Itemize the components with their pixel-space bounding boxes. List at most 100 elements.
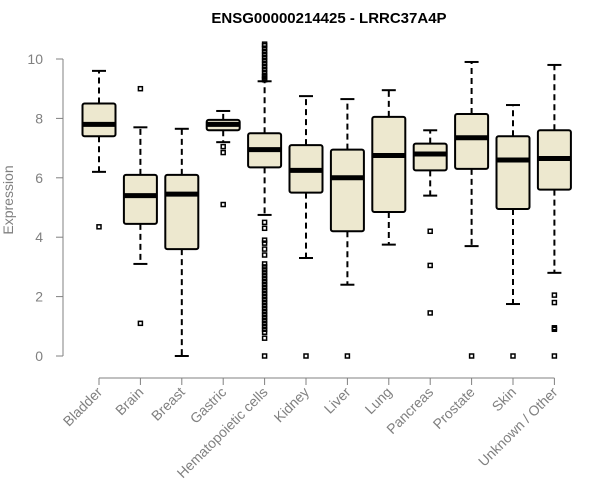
outlier-point: [137, 85, 144, 92]
outlier-point: [261, 287, 268, 294]
x-tick-label: Bladder: [60, 384, 106, 430]
box-group: [495, 104, 531, 359]
box-group: [247, 41, 283, 359]
outlier-point: [551, 353, 558, 359]
outlier-point: [261, 267, 268, 273]
outlier-point: [551, 299, 558, 306]
outlier-point: [261, 273, 268, 279]
outlier-point: [137, 320, 144, 327]
iqr-box: [412, 142, 448, 172]
y-tick-label: 2: [35, 289, 43, 305]
outlier-point: [261, 63, 268, 70]
outlier-point: [261, 284, 268, 291]
outlier-point: [261, 293, 268, 300]
outlier-point: [344, 353, 351, 359]
outlier-point: [551, 326, 558, 333]
outlier-point: [261, 252, 268, 258]
outlier-point: [261, 314, 268, 321]
outlier-point: [261, 317, 268, 324]
x-tick-label: Liver: [321, 384, 354, 417]
x-tick-label: Prostate: [430, 384, 478, 432]
box-group: [329, 98, 365, 359]
box-group: [122, 85, 158, 327]
outlier-point: [261, 48, 268, 55]
outlier-point: [261, 270, 268, 276]
x-tick-label: Kidney: [271, 384, 313, 426]
outlier-point: [261, 246, 268, 252]
outlier-point: [261, 45, 268, 52]
outlier-point: [261, 264, 268, 270]
box-group: [81, 69, 117, 230]
iqr-box: [371, 115, 407, 213]
iqr-box: [164, 173, 200, 251]
iqr-box: [122, 173, 158, 225]
outlier-point: [427, 310, 433, 316]
x-tick-label: Unknown / Other: [475, 384, 561, 470]
outlier-point: [261, 311, 268, 318]
iqr-box: [454, 112, 490, 170]
outlier-point: [261, 237, 268, 243]
outlier-point: [261, 308, 268, 315]
y-axis: 0 2 4 6 8 10: [27, 51, 64, 364]
iqr-box: [81, 102, 117, 138]
chart-title: ENSG00000214425 - LRRC37A4P: [211, 10, 446, 27]
outlier-point: [261, 42, 268, 49]
y-tick-label: 4: [35, 229, 43, 245]
y-tick-label: 10: [27, 51, 43, 67]
boxes: [81, 41, 572, 359]
outlier-point: [261, 225, 268, 232]
x-tick-label: Lung: [362, 384, 395, 417]
box-group: [454, 60, 490, 359]
box-group: [536, 63, 572, 359]
outlier-point: [261, 57, 268, 64]
box-group: [205, 109, 241, 208]
outlier-point: [468, 353, 475, 359]
outlier-point: [261, 54, 268, 61]
outlier-point: [220, 143, 226, 150]
outlier-point: [261, 51, 268, 58]
y-tick-label: 0: [35, 348, 43, 364]
iqr-box: [495, 135, 531, 210]
outlier-point: [427, 262, 433, 269]
outlier-point: [261, 299, 268, 306]
x-tick-label: Skin: [489, 384, 520, 415]
outlier-point: [510, 353, 516, 359]
y-axis-title: Expression: [0, 165, 16, 234]
outlier-point: [261, 219, 268, 226]
box-group: [164, 127, 200, 357]
box-group: [412, 129, 448, 316]
outlier-point: [220, 201, 226, 208]
y-tick-label: 6: [35, 170, 43, 186]
outlier-point: [261, 329, 268, 335]
box-group: [288, 95, 324, 359]
outlier-point: [551, 292, 558, 298]
outlier-point: [427, 228, 433, 235]
outlier-point: [96, 224, 102, 230]
outlier-point: [261, 240, 268, 246]
outlier-point: [261, 261, 268, 267]
outlier-point: [261, 279, 268, 285]
outlier-point: [220, 149, 226, 156]
outlier-point: [261, 323, 268, 330]
outlier-point: [261, 281, 268, 288]
outlier-point: [261, 66, 268, 73]
outlier-point: [261, 77, 268, 83]
x-tick-label: Breast: [148, 384, 188, 424]
outlier-point: [261, 335, 268, 341]
outlier-point: [261, 302, 268, 309]
outlier-point: [261, 296, 268, 303]
outlier-point: [261, 276, 268, 282]
outlier-point: [261, 353, 268, 359]
outlier-point: [261, 290, 268, 297]
y-tick-label: 8: [35, 110, 43, 126]
outlier-point: [261, 326, 268, 333]
outlier-point: [303, 353, 309, 359]
iqr-box: [329, 148, 365, 233]
outlier-point: [261, 305, 268, 312]
outlier-point: [261, 320, 268, 327]
outlier-point: [261, 60, 268, 67]
box-group: [371, 89, 407, 246]
